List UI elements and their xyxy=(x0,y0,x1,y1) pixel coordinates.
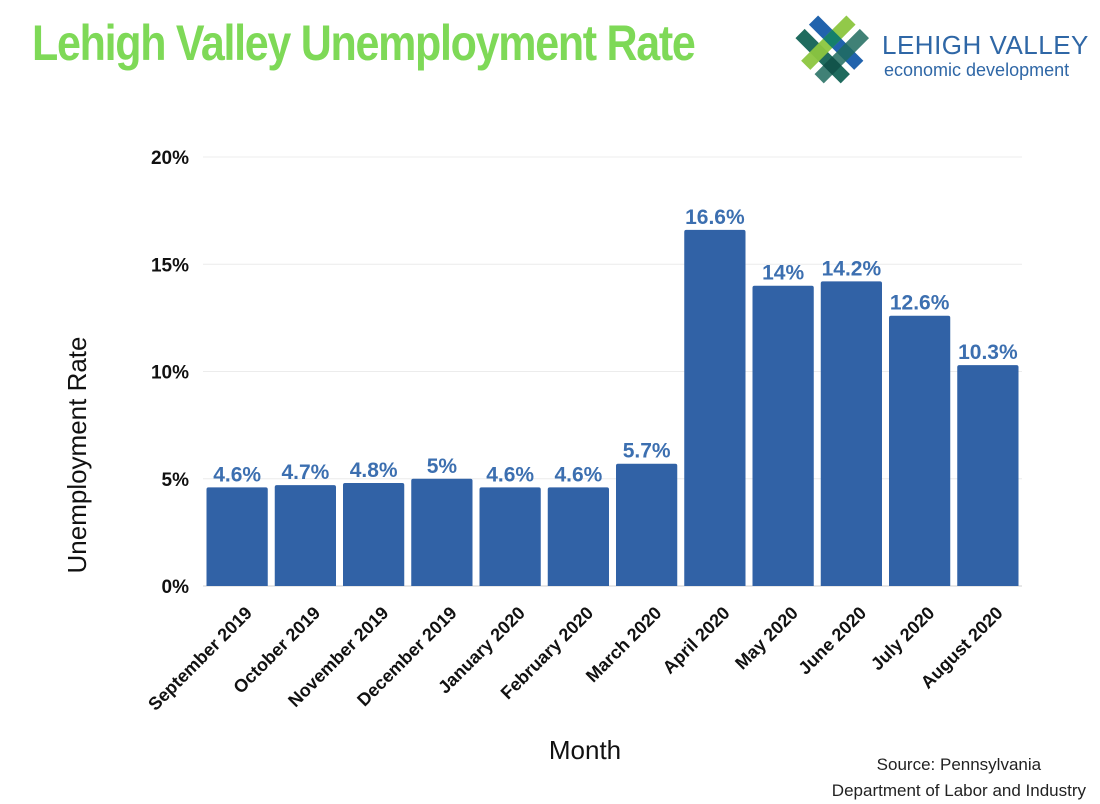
x-tick-label: September 2019 xyxy=(144,603,256,715)
logo: LEHIGH VALLEY economic development xyxy=(788,8,1088,88)
data-label: 14.2% xyxy=(822,257,882,280)
x-tick-label: June 2020 xyxy=(794,603,870,679)
page-title: Lehigh Valley Unemployment Rate xyxy=(32,15,696,71)
bar xyxy=(752,285,814,586)
data-label: 4.6% xyxy=(213,463,261,486)
data-label: 5% xyxy=(427,455,458,478)
bar xyxy=(206,487,268,586)
y-tick-label: 0% xyxy=(162,577,190,598)
source-line-1: Source: Pennsylvania xyxy=(876,755,1042,774)
gridlines xyxy=(203,156,1022,587)
x-tick-label: July 2020 xyxy=(867,603,938,674)
y-axis-title: Unemployment Rate xyxy=(62,337,92,574)
bar xyxy=(684,229,746,586)
data-label: 5.7% xyxy=(623,440,671,463)
bars xyxy=(206,229,1019,586)
data-label: 12.6% xyxy=(890,292,950,315)
bar xyxy=(889,315,951,586)
data-label: 4.6% xyxy=(554,463,602,486)
bar xyxy=(274,485,336,586)
y-axis-ticks: 0% 5% 10% 15% 20% xyxy=(151,148,189,598)
data-label: 4.6% xyxy=(486,463,534,486)
source-note: Source: Pennsylvania Department of Labor… xyxy=(832,752,1086,804)
lvedc-logo-icon xyxy=(795,15,870,84)
data-labels: 4.6% 4.7% 4.8% 5% 4.6% 4.6% 5.7% 16.6% 14% 14.2% 1… xyxy=(213,206,1018,486)
data-label: 4.8% xyxy=(350,459,398,482)
data-label: 16.6% xyxy=(685,206,745,229)
y-tick-label: 15% xyxy=(151,255,189,276)
bar xyxy=(411,478,473,586)
bar xyxy=(820,281,882,586)
x-tick-label: April 2020 xyxy=(659,603,734,678)
logo-text-secondary: economic development xyxy=(884,60,1070,80)
y-tick-label: 10% xyxy=(151,363,189,384)
y-tick-label: 5% xyxy=(162,470,190,491)
data-label: 14% xyxy=(762,262,804,285)
x-tick-label: May 2020 xyxy=(731,603,802,674)
bar xyxy=(957,365,1019,586)
bar xyxy=(616,463,678,586)
bar xyxy=(547,487,609,586)
data-label: 4.7% xyxy=(281,461,329,484)
data-label: 10.3% xyxy=(958,341,1018,364)
logo-text-primary: LEHIGH VALLEY xyxy=(882,30,1089,60)
x-axis-title: Month xyxy=(549,735,621,765)
y-tick-label: 20% xyxy=(151,148,189,169)
bar xyxy=(479,487,541,586)
source-line-2: Department of Labor and Industry xyxy=(831,781,1086,800)
bar xyxy=(343,483,405,586)
